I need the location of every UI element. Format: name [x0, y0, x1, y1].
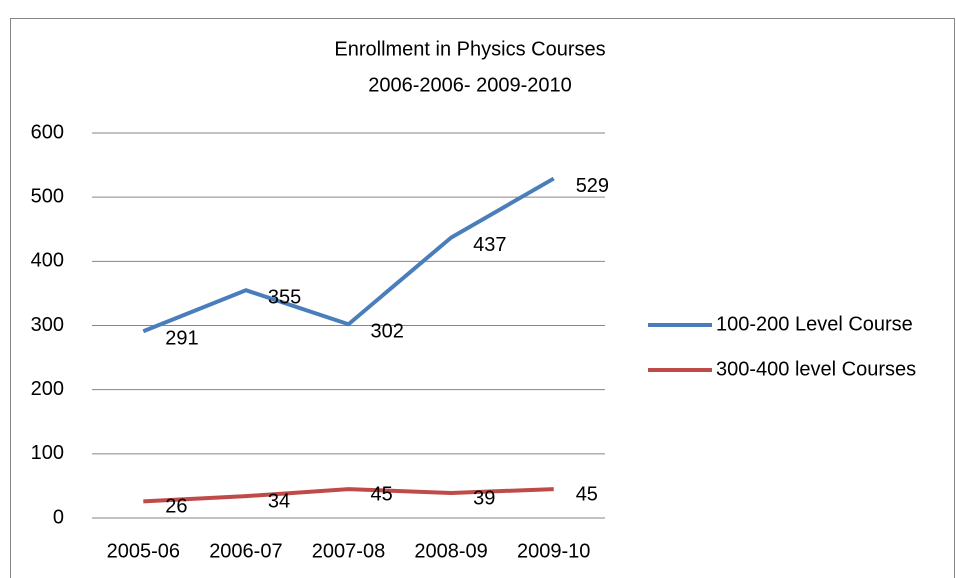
y-tick-label: 400 — [31, 250, 64, 272]
data-label: 302 — [371, 320, 404, 342]
x-tick-label: 2009-10 — [517, 540, 590, 562]
data-label: 529 — [576, 175, 609, 197]
y-tick-label: 0 — [53, 506, 64, 528]
x-tick-label: 2006-07 — [209, 540, 282, 562]
legend-label: 300-400 level Courses — [716, 358, 916, 380]
y-tick-label: 300 — [31, 314, 64, 336]
data-label: 45 — [576, 483, 598, 505]
y-tick-label: 600 — [31, 121, 64, 143]
data-label: 34 — [268, 490, 290, 512]
x-tick-label: 2005-06 — [107, 540, 180, 562]
data-label: 26 — [165, 496, 187, 518]
data-label: 39 — [473, 487, 495, 509]
y-tick-label: 200 — [31, 378, 64, 400]
data-label: 355 — [268, 286, 301, 308]
series-line — [142, 176, 555, 334]
data-label: 437 — [473, 234, 506, 256]
chart-subtitle: 2006-2006- 2009-2010 — [368, 74, 572, 96]
x-tick-label: 2008-09 — [414, 540, 487, 562]
chart-border — [10, 18, 955, 578]
y-tick-label: 500 — [31, 185, 64, 207]
legend-label: 100-200 Level Course — [716, 313, 913, 335]
data-label: 45 — [371, 483, 393, 505]
x-tick-label: 2007-08 — [312, 540, 385, 562]
series-line — [143, 487, 554, 504]
chart-title: Enrollment in Physics Courses — [334, 38, 605, 60]
y-tick-label: 100 — [31, 442, 64, 464]
data-label: 291 — [165, 328, 198, 350]
